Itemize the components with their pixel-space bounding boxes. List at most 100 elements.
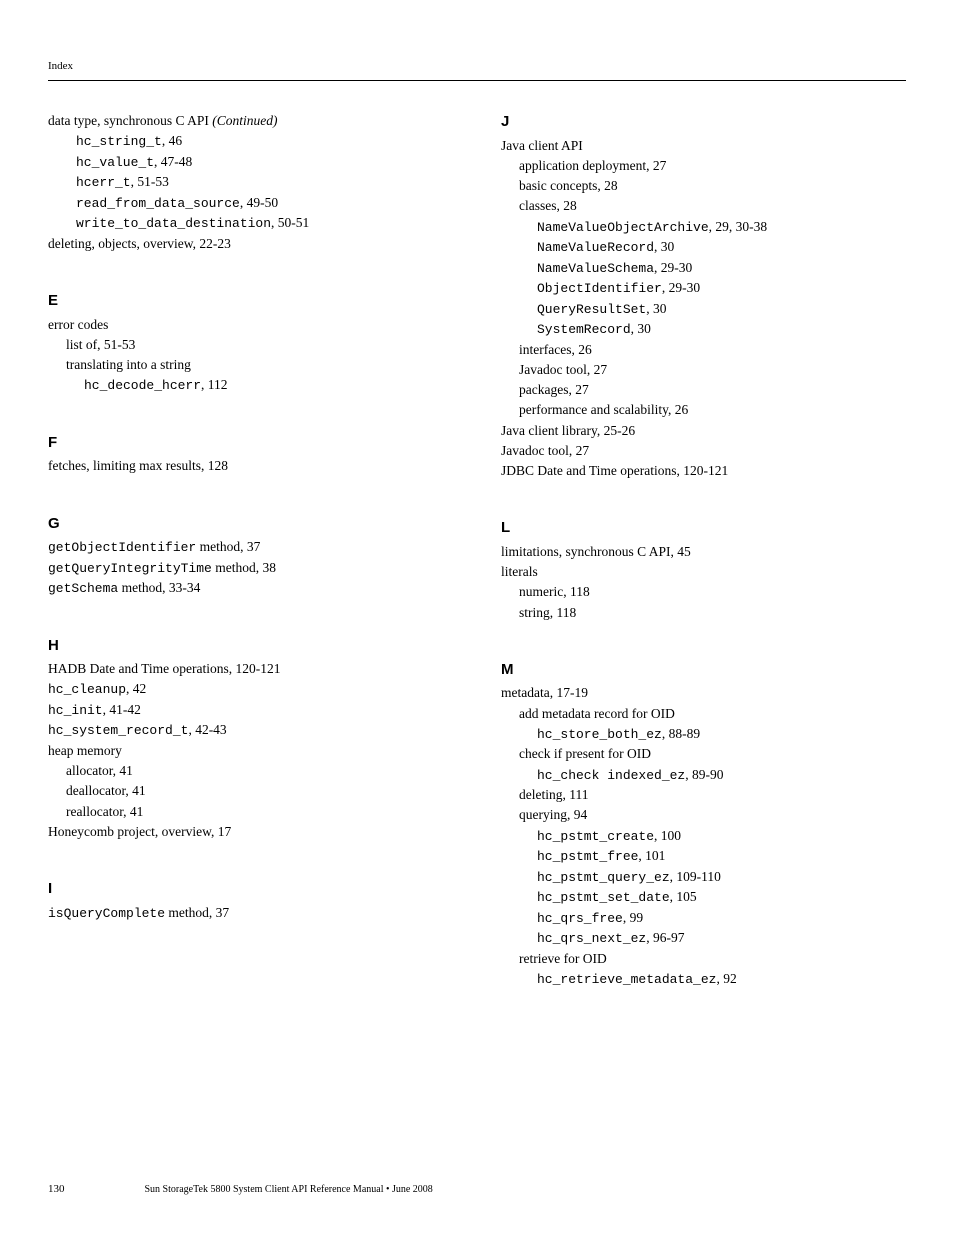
index-entry: hc_pstmt_free, 101 — [501, 846, 906, 867]
index-entry: heap memory — [48, 741, 453, 761]
index-entry: deleting, 111 — [501, 785, 906, 805]
index-entry: string, 118 — [501, 603, 906, 623]
index-entry: write_to_data_destination, 50-51 — [48, 213, 453, 234]
page-ref: , 42-43 — [188, 722, 226, 737]
page-ref: , 100 — [654, 828, 681, 843]
code: getQueryIntegrityTime — [48, 561, 212, 576]
header-rule — [48, 80, 906, 81]
footer-text: Sun StorageTek 5800 System Client API Re… — [145, 1184, 433, 1195]
index-entry: ObjectIdentifier, 29-30 — [501, 278, 906, 299]
code: hcerr_t — [76, 175, 131, 190]
continued-suffix: (Continued) — [212, 113, 277, 128]
code: hc_cleanup — [48, 682, 126, 697]
index-entry: limitations, synchronous C API, 45 — [501, 542, 906, 562]
index-entry: hc_string_t, 46 — [48, 131, 453, 152]
code: ObjectIdentifier — [537, 281, 662, 296]
index-entry: check if present for OID — [501, 744, 906, 764]
index-entry: list of, 51-53 — [48, 335, 453, 355]
code: hc_qrs_next_ez — [537, 931, 646, 946]
code: QueryResultSet — [537, 302, 646, 317]
page-ref: , 41-42 — [103, 702, 141, 717]
index-entry: hc_init, 41-42 — [48, 700, 453, 721]
index-entry: Java client API — [501, 136, 906, 156]
code: write_to_data_destination — [76, 216, 271, 231]
index-entry: basic concepts, 28 — [501, 176, 906, 196]
index-entry: hc_pstmt_create, 100 — [501, 826, 906, 847]
page-ref: , 29-30 — [662, 280, 700, 295]
page-ref: , 50-51 — [271, 215, 309, 230]
page-ref: , 42 — [126, 681, 146, 696]
index-entry: packages, 27 — [501, 380, 906, 400]
code: hc_pstmt_create — [537, 829, 654, 844]
code: NameValueRecord — [537, 240, 654, 255]
section-letter-j: J — [501, 111, 906, 134]
index-entry: querying, 94 — [501, 805, 906, 825]
code: hc_qrs_free — [537, 911, 623, 926]
index-entry: hc_retrieve_metadata_ez, 92 — [501, 969, 906, 990]
index-entry: hcerr_t, 51-53 — [48, 172, 453, 193]
code: hc_pstmt_query_ez — [537, 870, 670, 885]
footer: 130 Sun StorageTek 5800 System Client AP… — [48, 1183, 906, 1195]
page-ref: , 89-90 — [685, 767, 723, 782]
index-entry: hc_qrs_next_ez, 96-97 — [501, 928, 906, 949]
index-entry: Javadoc tool, 27 — [501, 441, 906, 461]
section-letter-h: H — [48, 635, 453, 658]
section-letter-g: G — [48, 513, 453, 536]
code: getSchema — [48, 581, 118, 596]
index-entry: NameValueObjectArchive, 29, 30-38 — [501, 217, 906, 238]
section-letter-l: L — [501, 517, 906, 540]
index-entry: retrieve for OID — [501, 949, 906, 969]
index-entry: getSchema method, 33-34 — [48, 578, 453, 599]
page-ref: , 30 — [654, 239, 674, 254]
page-ref: , 49-50 — [240, 195, 278, 210]
page-ref: , 112 — [201, 377, 228, 392]
index-columns: data type, synchronous C API (Continued)… — [48, 111, 906, 989]
section-letter-i: I — [48, 878, 453, 901]
index-entry: read_from_data_source, 49-50 — [48, 193, 453, 214]
index-entry: JDBC Date and Time operations, 120-121 — [501, 461, 906, 481]
code: NameValueSchema — [537, 261, 654, 276]
index-entry: hc_pstmt_query_ez, 109-110 — [501, 867, 906, 888]
index-entry: allocator, 41 — [48, 761, 453, 781]
index-entry: deleting, objects, overview, 22-23 — [48, 234, 453, 254]
code: hc_check indexed_ez — [537, 768, 685, 783]
index-entry: Honeycomb project, overview, 17 — [48, 822, 453, 842]
code: hc_store_both_ez — [537, 727, 662, 742]
index-entry: deallocator, 41 — [48, 781, 453, 801]
index-entry: Java client library, 25-26 — [501, 421, 906, 441]
index-entry: translating into a string — [48, 355, 453, 375]
page-ref: , 105 — [670, 889, 697, 904]
continued-text: data type, synchronous C API — [48, 113, 212, 128]
index-entry: hc_value_t, 47-48 — [48, 152, 453, 173]
index-entry: numeric, 118 — [501, 582, 906, 602]
code: read_from_data_source — [76, 196, 240, 211]
index-entry: performance and scalability, 26 — [501, 400, 906, 420]
index-entry: hc_qrs_free, 99 — [501, 908, 906, 929]
page-ref: , 109-110 — [670, 869, 721, 884]
code: hc_string_t — [76, 134, 162, 149]
code: hc_decode_hcerr — [84, 378, 201, 393]
page-ref: , 101 — [638, 848, 665, 863]
index-entry: getObjectIdentifier method, 37 — [48, 537, 453, 558]
left-column: data type, synchronous C API (Continued)… — [48, 111, 453, 989]
code: SystemRecord — [537, 322, 631, 337]
index-entry: hc_check indexed_ez, 89-90 — [501, 765, 906, 786]
page-ref: , 29, 30-38 — [709, 219, 768, 234]
running-header: Index — [48, 60, 906, 72]
code: hc_retrieve_metadata_ez — [537, 972, 716, 987]
index-entry: classes, 28 — [501, 196, 906, 216]
index-entry: QueryResultSet, 30 — [501, 299, 906, 320]
index-entry: NameValueRecord, 30 — [501, 237, 906, 258]
code: hc_value_t — [76, 155, 154, 170]
index-entry: hc_store_both_ez, 88-89 — [501, 724, 906, 745]
code: hc_system_record_t — [48, 723, 188, 738]
index-entry: SystemRecord, 30 — [501, 319, 906, 340]
code: isQueryComplete — [48, 906, 165, 921]
right-column: J Java client API application deployment… — [501, 111, 906, 989]
page-ref: , 96-97 — [646, 930, 684, 945]
text: method, 33-34 — [118, 580, 200, 595]
page-ref: , 51-53 — [131, 174, 169, 189]
page-ref: , 30 — [631, 321, 651, 336]
page-ref: , 30 — [646, 301, 666, 316]
page-ref: , 99 — [623, 910, 643, 925]
